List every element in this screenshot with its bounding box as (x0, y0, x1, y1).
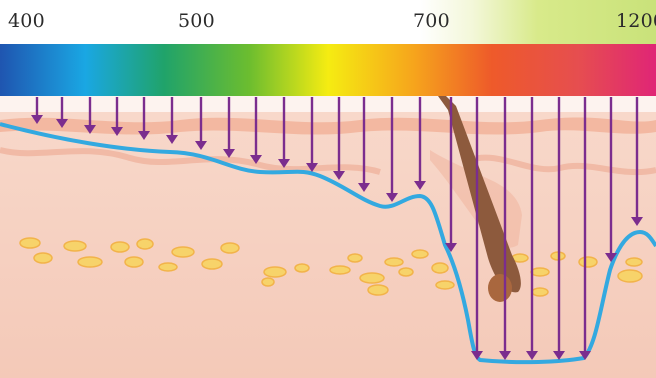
down-arrow-icon (278, 159, 290, 168)
fat-cell-icon (19, 237, 643, 297)
down-arrow-icon (31, 115, 43, 124)
down-arrow-icon (166, 135, 178, 144)
down-arrow-icon (579, 351, 591, 360)
down-arrow-icon (631, 217, 643, 226)
wavelength-scale: 400 500 700 1200 (0, 0, 656, 44)
down-arrow-icon (223, 149, 235, 158)
down-arrow-icon (306, 163, 318, 172)
down-arrow-icon (499, 351, 511, 360)
down-arrow-icon (250, 155, 262, 164)
wavelength-label-1200: 1200 (616, 10, 656, 32)
skin-layer-line (0, 147, 381, 175)
down-arrow-icon (605, 253, 617, 262)
down-arrow-icon (414, 181, 426, 190)
down-arrow-icon (386, 193, 398, 202)
down-arrow-icon (471, 351, 483, 360)
down-arrow-icon (138, 131, 150, 140)
color-spectrum-bar (0, 44, 656, 96)
wavelength-label-500: 500 (178, 10, 215, 32)
down-arrow-icon (56, 119, 68, 128)
down-arrow-icon (358, 183, 370, 192)
down-arrow-icon (195, 141, 207, 150)
wavelength-label-400: 400 (8, 10, 45, 32)
penetration-boundary (0, 122, 656, 365)
light-arrows (31, 97, 643, 360)
wavelength-label-700: 700 (413, 10, 450, 32)
down-arrow-icon (333, 171, 345, 180)
surface-band (0, 96, 656, 112)
down-arrow-icon (84, 125, 96, 134)
down-arrow-icon (553, 351, 565, 360)
down-arrow-icon (111, 127, 123, 136)
dermis-layer (0, 96, 656, 378)
epidermis-layer (0, 117, 656, 135)
down-arrow-icon (526, 351, 538, 360)
down-arrow-icon (445, 243, 457, 252)
